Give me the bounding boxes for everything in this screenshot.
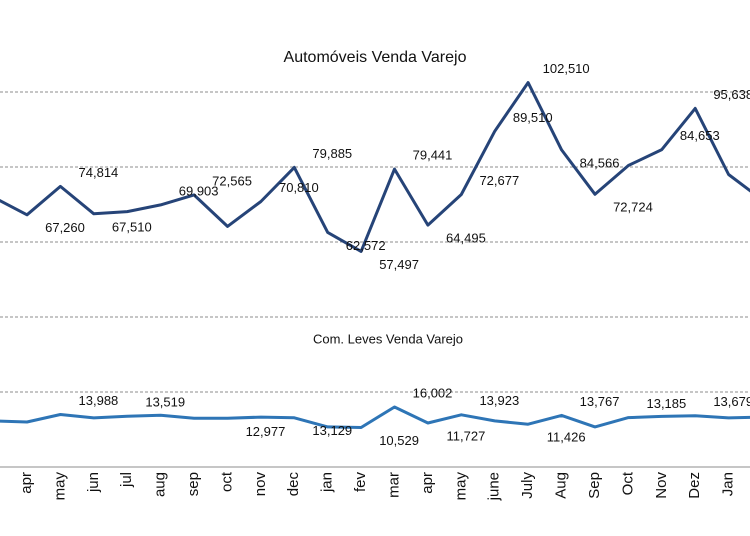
- x-tick-label: june: [486, 472, 503, 501]
- chart-subtitle: Com. Leves Venda Varejo: [313, 331, 463, 346]
- x-tick-label: jul: [118, 472, 135, 488]
- x-tick-label: apr: [18, 472, 35, 494]
- data-label: 57,497: [379, 257, 419, 272]
- x-tick-label: oct: [218, 471, 235, 492]
- x-tick-label: jun: [85, 472, 102, 493]
- data-label: 72,565: [212, 173, 252, 188]
- x-tick-label: nov: [252, 472, 269, 497]
- series-line: [0, 81, 750, 253]
- data-label: 67,510: [112, 219, 152, 234]
- data-label: 74,814: [79, 165, 119, 180]
- x-tick-label: may: [452, 472, 469, 501]
- data-label: 70,810: [279, 180, 319, 195]
- data-label: 12,977: [246, 424, 286, 439]
- series-line: [0, 405, 750, 429]
- data-label: 13,185: [646, 396, 686, 411]
- data-label: 84,653: [680, 128, 720, 143]
- x-tick-label: aug: [152, 472, 169, 497]
- x-tick-label: Oct: [619, 471, 636, 495]
- data-label: 11,727: [447, 428, 486, 443]
- data-label: 13,519: [145, 395, 185, 410]
- data-label: 16,002: [413, 385, 453, 400]
- x-tick-label: dec: [285, 472, 302, 497]
- data-label: 102,510: [543, 61, 590, 76]
- data-label: 95,638: [713, 87, 750, 102]
- data-label: 84,566: [580, 155, 620, 170]
- data-label: 64,495: [446, 231, 486, 246]
- data-label: 72,724: [613, 200, 653, 215]
- data-label: 89,510: [513, 110, 553, 125]
- data-label: 13,129: [312, 423, 352, 438]
- data-label: 79,441: [413, 148, 453, 163]
- x-tick-label: fev: [352, 472, 369, 493]
- data-label: 10,529: [379, 433, 419, 448]
- data-label: 13,988: [79, 393, 119, 408]
- chart-title: Automóveis Venda Varejo: [284, 49, 467, 66]
- data-label: 13,679: [713, 394, 750, 409]
- x-tick-label: Dez: [686, 472, 703, 499]
- x-tick-label: sep: [185, 472, 202, 496]
- data-label: 79,885: [312, 146, 352, 161]
- x-tick-label: jan: [319, 472, 336, 493]
- x-tick-label: Sep: [586, 472, 603, 499]
- x-tick-label: July: [519, 472, 536, 499]
- x-tick-label: may: [51, 472, 68, 501]
- x-tick-label: mar: [385, 472, 402, 498]
- data-label: 72,677: [479, 173, 519, 188]
- x-tick-label: Aug: [553, 472, 570, 499]
- x-tick-label: Jan: [720, 472, 737, 496]
- data-label: 69,903: [179, 183, 219, 198]
- x-tick-label: apr: [419, 472, 436, 494]
- data-label: 13,767: [580, 394, 620, 409]
- data-label: 11,426: [547, 430, 586, 445]
- data-label: 13,923: [479, 393, 519, 408]
- data-label: 62,572: [346, 238, 386, 253]
- data-label: 67,260: [45, 220, 85, 235]
- x-tick-label: Nov: [653, 472, 670, 499]
